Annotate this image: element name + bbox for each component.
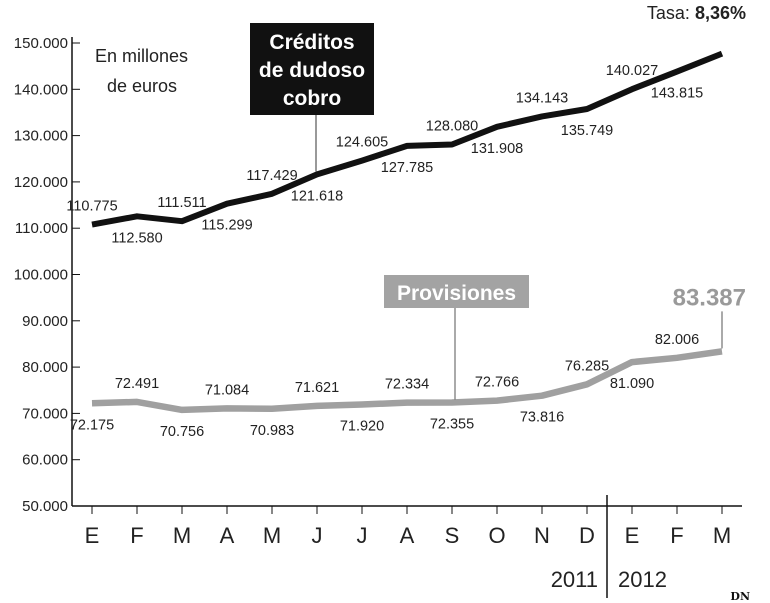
data-label-provisiones: 72.766 — [475, 375, 519, 391]
x-tick-label: E — [625, 523, 640, 548]
source-credit: DN — [730, 590, 750, 603]
y-tick-label: 110.000 — [15, 220, 68, 237]
creditos-name-line: de dudoso — [259, 59, 365, 82]
data-label-creditos: 131.908 — [471, 141, 523, 157]
data-label-provisiones: 73.816 — [520, 410, 564, 426]
data-label-creditos: 124.605 — [336, 135, 388, 151]
data-label-provisiones: 82.006 — [655, 332, 699, 348]
x-tick-label: D — [579, 523, 595, 548]
x-tick-label: S — [445, 523, 460, 548]
y-tick-label: 60.000 — [22, 452, 68, 469]
x-tick-label: J — [312, 523, 323, 548]
grid-lines — [72, 42, 80, 507]
x-tick-label: F — [130, 523, 143, 548]
data-label-creditos: 134.143 — [516, 90, 568, 106]
rate-text: Tasa: 8,36% — [647, 3, 746, 23]
rate-label: Tasa: — [647, 3, 690, 23]
provisiones-name-box — [384, 275, 529, 308]
year-labels: 2011 2012 — [551, 495, 667, 598]
data-labels: 110.775 112.580 111.511 115.299 117.429 121.6… — [66, 63, 746, 440]
data-label-provisiones: 72.491 — [115, 376, 159, 392]
y-tick-label: 130.000 — [14, 128, 68, 145]
data-label-creditos: 121.618 — [291, 188, 343, 204]
rate-annotation: Tasa: 8,36% — [647, 3, 746, 23]
rate-value: 8,36% — [695, 3, 746, 23]
series-line-creditos — [91, 50, 724, 228]
data-label-provisiones: 70.983 — [250, 423, 294, 439]
x-tick-label: M — [173, 523, 191, 548]
series-line-provisiones — [91, 348, 723, 414]
y-tick-label: 80.000 — [22, 359, 68, 376]
data-label-provisiones: 70.756 — [160, 424, 204, 440]
x-tick-label: O — [488, 523, 505, 548]
data-label-provisiones: 72.175 — [70, 417, 114, 433]
creditos-name-line: cobro — [283, 87, 341, 110]
data-label-provisiones-last: 83.387 — [673, 284, 746, 311]
creditos-name-line: Créditos — [269, 31, 354, 54]
data-label-creditos: 135.749 — [561, 123, 613, 139]
x-tick-label: N — [534, 523, 550, 548]
x-tick-label: J — [357, 523, 368, 548]
data-label-provisiones: 81.090 — [610, 376, 654, 392]
data-label-provisiones: 71.084 — [205, 382, 249, 398]
series-group — [91, 50, 724, 414]
data-label-creditos: 143.815 — [651, 86, 703, 102]
y-tick-label: 150.000 — [14, 35, 68, 52]
x-tick-label: M — [713, 523, 731, 548]
data-label-creditos: 110.775 — [66, 199, 117, 215]
y-tick-label: 100.000 — [14, 267, 68, 284]
y-tick-label: 140.000 — [14, 81, 68, 98]
data-label-provisiones: 71.621 — [295, 380, 339, 396]
x-tick-label: A — [220, 523, 235, 548]
y-tick-label: 120.000 — [14, 174, 68, 191]
series-name-boxes: Créditos de dudoso cobro Provisiones — [250, 23, 529, 400]
data-label-creditos: 117.429 — [246, 168, 297, 184]
year-label-2012: 2012 — [618, 567, 667, 592]
data-label-provisiones: 71.920 — [340, 419, 384, 435]
provisiones-name-label: Provisiones — [397, 282, 516, 305]
x-tick-label: A — [400, 523, 415, 548]
year-label-2011: 2011 — [551, 567, 598, 592]
data-label-creditos: 140.027 — [606, 63, 658, 79]
y-tick-label: 50.000 — [22, 498, 68, 515]
data-label-provisiones: 76.285 — [565, 358, 609, 374]
x-tick-label: E — [85, 523, 100, 548]
y-axis: 50.000 60.000 70.000 80.000 90.000 100.000 110… — [14, 35, 742, 515]
creditos-name-box — [250, 23, 374, 115]
unit-note-line-2: de euros — [107, 76, 177, 96]
data-label-creditos: 127.785 — [381, 160, 433, 176]
y-tick-label: 70.000 — [22, 405, 68, 422]
x-tick-label: M — [263, 523, 281, 548]
data-label-creditos: 112.580 — [111, 230, 162, 246]
data-label-provisiones: 72.334 — [385, 377, 429, 393]
unit-note: En millones de euros — [95, 46, 188, 96]
data-label-creditos: 115.299 — [201, 218, 252, 234]
y-tick-label: 90.000 — [22, 313, 68, 330]
data-label-creditos: 111.511 — [157, 195, 206, 211]
data-label-provisiones: 72.355 — [430, 416, 474, 432]
x-tick-label: F — [670, 523, 683, 548]
data-label-creditos: 128.080 — [426, 118, 478, 134]
unit-note-line-1: En millones — [95, 46, 188, 66]
